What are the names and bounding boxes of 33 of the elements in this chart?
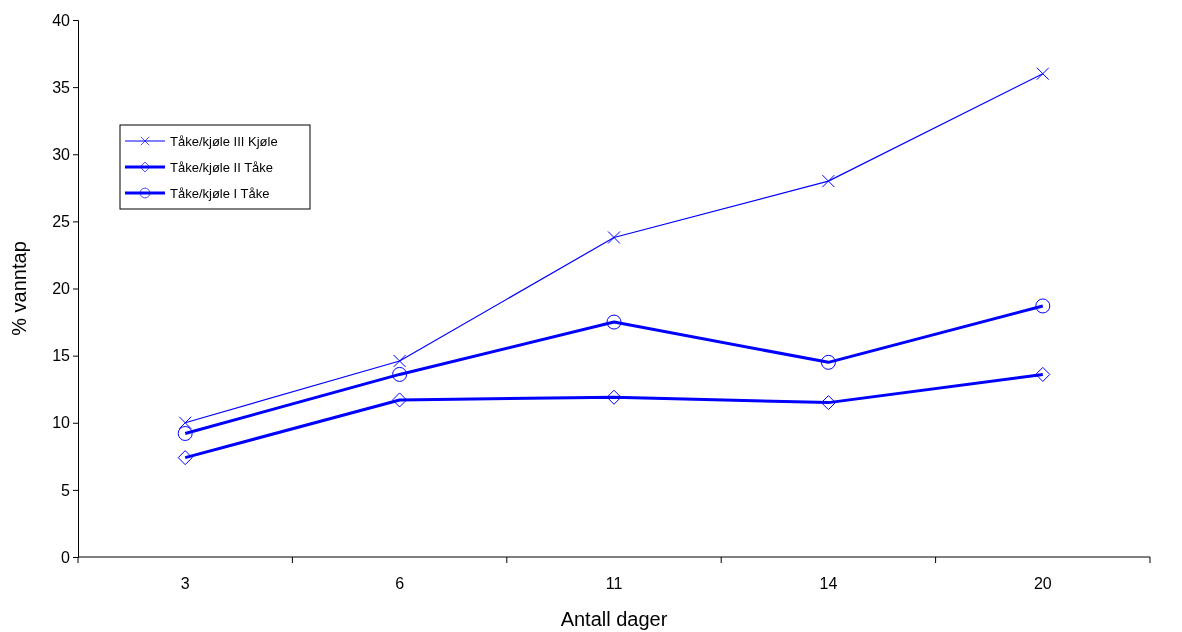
y-tick-label: 35 (52, 78, 71, 96)
x-tick-label: 14 (819, 575, 838, 592)
point (1035, 298, 1051, 314)
y-tick-label: 20 (52, 280, 71, 298)
y-tick-label: 5 (61, 481, 71, 499)
point (1036, 67, 1050, 81)
point (820, 354, 836, 370)
point (821, 174, 835, 188)
legend-label: Tåke/kjøle I Tåke (170, 186, 270, 201)
point (1035, 366, 1051, 382)
point (177, 450, 193, 466)
y-tick-label: 10 (52, 414, 71, 432)
point (177, 425, 193, 441)
x-axis-title: Antall dager (560, 608, 668, 630)
y-axis-title: % vanntap (8, 241, 30, 336)
point (392, 366, 408, 382)
point (178, 416, 192, 430)
legend-label: Tåke/kjøle III Kjøle (170, 134, 278, 149)
y-tick-label: 30 (52, 145, 71, 163)
y-tick-label: 15 (52, 347, 71, 365)
x-tick-label: 20 (1033, 575, 1052, 592)
x-tick-label: 6 (395, 575, 405, 592)
y-tick-label: 0 (61, 548, 71, 566)
x-tick-label: 11 (605, 575, 623, 592)
y-tick-label: 25 (52, 212, 71, 230)
y-tick-label: 40 (52, 11, 71, 29)
point (392, 392, 408, 408)
point (607, 230, 621, 244)
legend-label: Tåke/kjøle II Tåke (170, 160, 274, 175)
point (606, 389, 622, 405)
point (606, 314, 622, 330)
point (393, 354, 407, 368)
x-tick-label: 3 (180, 575, 190, 592)
